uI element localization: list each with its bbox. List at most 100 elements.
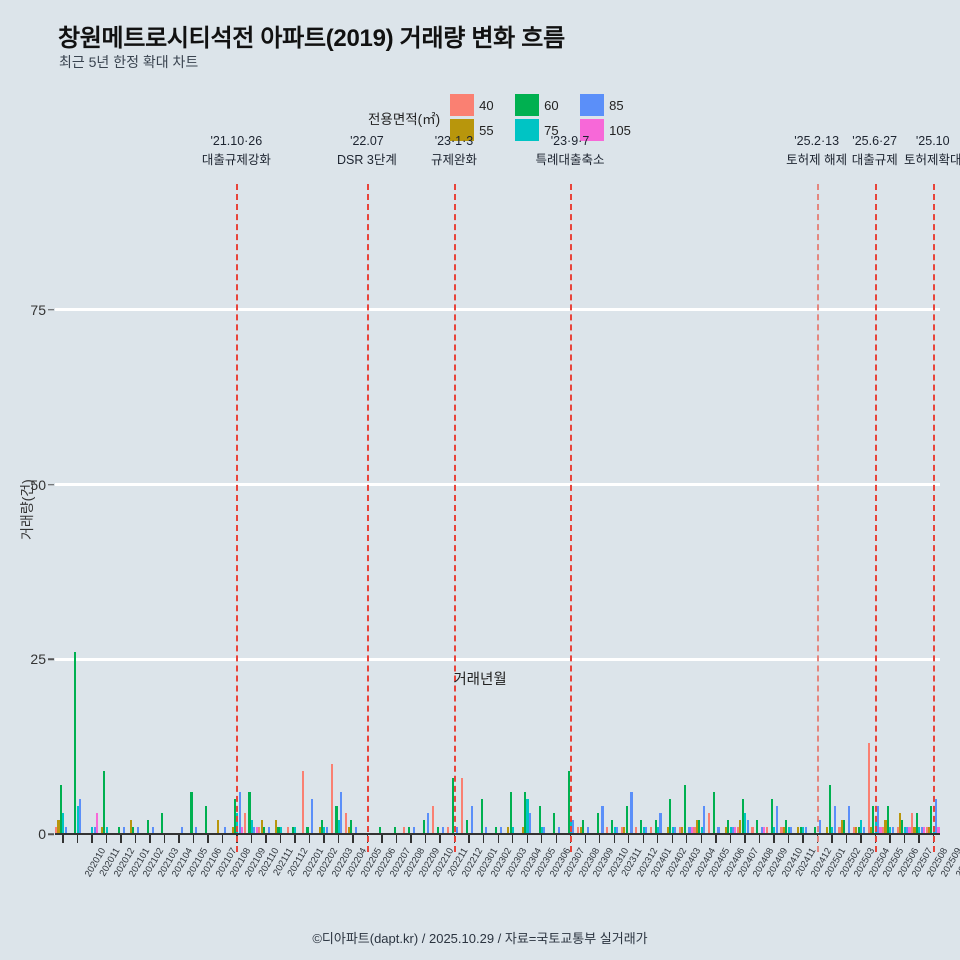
bar-60[interactable]: [59, 785, 62, 834]
bar-75[interactable]: [613, 827, 616, 834]
bar-85[interactable]: [615, 827, 619, 834]
legend-item-60[interactable]: 60: [515, 94, 566, 116]
bar-85[interactable]: [93, 827, 96, 834]
bar-55[interactable]: [884, 820, 887, 834]
bar-60[interactable]: [393, 827, 396, 834]
bar-55[interactable]: [913, 827, 916, 834]
bar-60[interactable]: [233, 799, 237, 834]
bar-60[interactable]: [408, 827, 411, 834]
bar-85[interactable]: [253, 827, 256, 834]
bar-85[interactable]: [195, 827, 198, 834]
bar-85[interactable]: [746, 820, 749, 834]
bar-60[interactable]: [262, 827, 266, 834]
bar-55[interactable]: [855, 827, 858, 834]
legend-item-105[interactable]: 105: [580, 119, 631, 141]
bar-group[interactable]: [707, 240, 722, 834]
bar-85[interactable]: [920, 827, 923, 834]
bar-75[interactable]: [511, 827, 515, 834]
legend-item-40[interactable]: 40: [450, 94, 501, 116]
bar-60[interactable]: [915, 813, 918, 834]
bar-60[interactable]: [509, 792, 512, 834]
bar-group[interactable]: [345, 240, 359, 834]
bar-75[interactable]: [729, 827, 732, 834]
bar-85[interactable]: [354, 827, 357, 834]
bar-105[interactable]: [879, 827, 882, 834]
bar-group[interactable]: [258, 240, 272, 834]
bar-40[interactable]: [55, 827, 58, 834]
bar-60[interactable]: [538, 806, 541, 834]
bar-group[interactable]: [84, 240, 99, 834]
bar-40[interactable]: [678, 827, 681, 834]
bar-group[interactable]: [330, 240, 345, 834]
bar-85[interactable]: [180, 827, 183, 834]
bar-85[interactable]: [906, 827, 909, 834]
bar-60[interactable]: [495, 827, 498, 834]
bar-40[interactable]: [751, 827, 754, 834]
bar-group[interactable]: [534, 240, 548, 834]
bar-85[interactable]: [79, 799, 82, 834]
bar-group[interactable]: [446, 240, 461, 834]
bar-105[interactable]: [255, 827, 258, 834]
legend-item-55[interactable]: 55: [450, 119, 501, 141]
bar-group[interactable]: [736, 240, 751, 834]
bar-group[interactable]: [490, 240, 504, 834]
bar-75[interactable]: [918, 827, 921, 834]
bar-55[interactable]: [869, 827, 872, 834]
bar-group[interactable]: [664, 240, 678, 834]
bar-55[interactable]: [57, 820, 60, 834]
legend-item-75[interactable]: 75: [515, 119, 566, 141]
bar-40[interactable]: [620, 827, 623, 834]
bar-85[interactable]: [688, 827, 691, 834]
bar-40[interactable]: [258, 827, 261, 834]
bar-55[interactable]: [739, 820, 742, 834]
bar-group[interactable]: [374, 240, 388, 834]
bar-60[interactable]: [582, 820, 585, 834]
bar-60[interactable]: [132, 827, 135, 834]
bar-group[interactable]: [55, 240, 69, 834]
bar-60[interactable]: [349, 820, 353, 834]
bar-75[interactable]: [62, 813, 65, 834]
bar-group[interactable]: [693, 240, 707, 834]
bar-60[interactable]: [596, 813, 599, 834]
bar-75[interactable]: [831, 827, 834, 834]
bar-40[interactable]: [838, 827, 841, 834]
bar-75[interactable]: [657, 827, 660, 834]
bar-60[interactable]: [524, 792, 527, 834]
bar-85[interactable]: [848, 806, 851, 834]
bar-group[interactable]: [389, 240, 403, 834]
bar-60[interactable]: [741, 799, 744, 834]
bar-40[interactable]: [882, 827, 885, 834]
bar-55[interactable]: [840, 820, 843, 834]
bar-60[interactable]: [886, 806, 889, 834]
bar-85[interactable]: [572, 820, 575, 834]
bar-85[interactable]: [311, 799, 314, 834]
bar-60[interactable]: [320, 820, 324, 834]
bar-60[interactable]: [843, 820, 846, 834]
bar-60[interactable]: [611, 820, 614, 834]
bar-105[interactable]: [96, 813, 99, 834]
bar-105[interactable]: [241, 827, 244, 834]
bar-group[interactable]: [70, 240, 84, 834]
bar-85[interactable]: [151, 827, 154, 834]
bar-60[interactable]: [698, 820, 701, 834]
bar-75[interactable]: [700, 827, 703, 834]
bar-40[interactable]: [287, 827, 290, 834]
bar-85[interactable]: [891, 827, 894, 834]
bar-group[interactable]: [780, 240, 794, 834]
bar-60[interactable]: [828, 785, 831, 834]
bar-75[interactable]: [540, 827, 544, 834]
bar-85[interactable]: [761, 827, 764, 834]
bar-75[interactable]: [787, 827, 790, 834]
bar-75[interactable]: [105, 827, 108, 834]
bar-60[interactable]: [553, 813, 556, 834]
bar-group[interactable]: [838, 240, 852, 834]
bar-group[interactable]: [678, 240, 693, 834]
bar-75[interactable]: [76, 806, 79, 834]
bar-55[interactable]: [898, 813, 901, 834]
bar-40[interactable]: [635, 827, 638, 834]
bar-60[interactable]: [451, 778, 454, 834]
bar-group[interactable]: [592, 240, 606, 834]
bar-85[interactable]: [340, 792, 343, 834]
bar-85[interactable]: [325, 827, 328, 834]
bar-40[interactable]: [867, 743, 870, 834]
